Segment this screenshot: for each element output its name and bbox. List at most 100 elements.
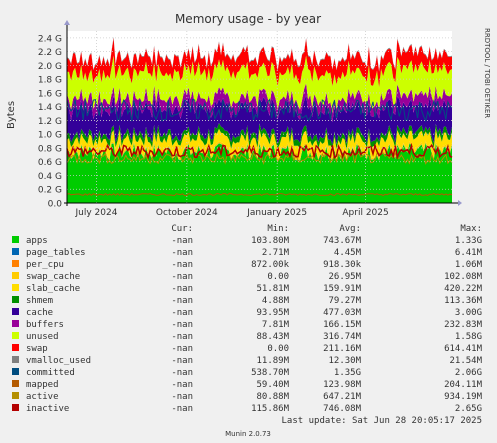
legend-avg: 123.98M xyxy=(323,380,362,390)
legend-cur: -nan xyxy=(171,320,193,330)
legend-name: mapped xyxy=(26,380,59,390)
legend-min: 538.70M xyxy=(251,368,290,378)
y-tick-label: 1.0 G xyxy=(38,131,62,141)
legend-row-shmem: shmem -nan 4.88M 79.27M 113.36M xyxy=(12,296,483,306)
legend-min: 115.86M xyxy=(251,404,290,414)
legend-max: 1.33G xyxy=(455,236,482,246)
series-lines xyxy=(66,98,453,197)
y-tick-label: 0.8 G xyxy=(38,144,62,154)
legend-header-max: Max: xyxy=(460,224,482,234)
legend-avg: 1.35G xyxy=(334,368,361,378)
legend-min: 2.71M xyxy=(262,248,290,258)
legend-max: 113.36M xyxy=(444,296,483,306)
legend-cur: -nan xyxy=(171,308,193,318)
legend-row-inactive: inactive -nan 115.86M 746.08M 2.65G xyxy=(12,404,482,414)
legend-avg: 316.74M xyxy=(323,332,362,342)
legend-min: 872.00k xyxy=(251,260,290,270)
legend-max: 2.65G xyxy=(455,404,482,414)
y-tick-label: 1.6 G xyxy=(38,89,62,99)
y-tick-label: 0.6 G xyxy=(38,158,62,168)
legend-swatch xyxy=(12,332,19,339)
legend-name: vmalloc_used xyxy=(26,356,91,366)
legend-cur: -nan xyxy=(171,356,193,366)
legend-swatch xyxy=(12,368,19,375)
legend-row-cache: cache -nan 93.95M 477.03M 3.00G xyxy=(12,308,482,318)
legend-swatch xyxy=(12,320,19,327)
legend-swatch xyxy=(12,344,19,351)
x-tick-label: July 2024 xyxy=(74,208,117,218)
legend-row-slab_cache: slab_cache -nan 51.81M 159.91M 420.22M xyxy=(12,284,483,294)
legend-name: apps xyxy=(26,236,48,246)
legend-avg: 159.91M xyxy=(323,284,362,294)
legend-cur: -nan xyxy=(171,272,193,282)
legend-avg: 4.45M xyxy=(334,248,362,258)
legend-cur: -nan xyxy=(171,296,193,306)
legend-row-buffers: buffers -nan 7.81M 166.15M 232.83M xyxy=(12,320,483,330)
y-ticks: 0.0 0.2 G 0.4 G 0.6 G 0.8 G 1.0 G 1.2 G 1.4 G 1.… xyxy=(38,34,62,209)
legend-max: 614.41M xyxy=(444,344,483,354)
legend-row-apps: apps -nan 103.80M 743.67M 1.33G xyxy=(12,236,482,246)
legend-row-page_tables: page_tables -nan 2.71M 4.45M 6.41M xyxy=(12,248,483,258)
legend-swatch xyxy=(12,260,19,267)
legend-name: active xyxy=(26,392,59,402)
legend-avg: 918.30k xyxy=(323,260,362,270)
area-slab_cache xyxy=(67,128,452,160)
legend-min: 0.00 xyxy=(267,272,289,282)
legend-cur: -nan xyxy=(171,344,193,354)
legend-avg: 166.15M xyxy=(323,320,362,330)
y-tick-label: 2.2 G xyxy=(38,48,62,58)
legend-row-swap: swap -nan 0.00 211.16M 614.41M xyxy=(12,344,483,354)
legend-max: 204.11M xyxy=(444,380,483,390)
legend-header-avg: Avg: xyxy=(339,224,361,234)
y-axis-label: Bytes xyxy=(6,101,17,129)
legend: apps -nan 103.80M 743.67M 1.33G page_tables -n… xyxy=(12,236,483,414)
legend-row-vmalloc_used: vmalloc_used -nan 11.89M 12.30M 21.54M xyxy=(12,356,483,366)
legend-row-per_cpu: per_cpu -nan 872.00k 918.30k 1.06M xyxy=(12,260,483,270)
legend-swatch xyxy=(12,296,19,303)
legend-cur: -nan xyxy=(171,284,193,294)
legend-avg: 743.67M xyxy=(323,236,362,246)
footer-version: Munin 2.0.73 xyxy=(225,430,271,438)
line-mapped xyxy=(66,192,453,197)
legend-max: 934.19M xyxy=(444,392,483,402)
legend-max: 21.54M xyxy=(449,356,482,366)
legend-name: cache xyxy=(26,308,53,318)
line-inactive xyxy=(66,142,453,160)
legend-swatch xyxy=(12,356,19,363)
legend-min: 80.88M xyxy=(256,392,289,402)
legend-cur: -nan xyxy=(171,392,193,402)
x-tick-label: October 2024 xyxy=(156,208,218,218)
area-unused xyxy=(67,55,452,113)
legend-avg: 647.21M xyxy=(323,392,362,402)
legend-name: unused xyxy=(26,332,59,342)
legend-avg: 26.95M xyxy=(328,272,361,282)
x-tick-label: January 2025 xyxy=(246,208,307,218)
legend-max: 3.00G xyxy=(455,308,482,318)
legend-min: 51.81M xyxy=(256,284,289,294)
legend-name: committed xyxy=(26,368,75,378)
legend-header: Cur: Min: Avg: Max: xyxy=(171,224,482,234)
y-tick-label: 0.2 G xyxy=(38,186,62,196)
legend-row-unused: unused -nan 88.43M 316.74M 1.58G xyxy=(12,332,482,342)
y-tick-label: 1.4 G xyxy=(38,103,62,113)
legend-max: 232.83M xyxy=(444,320,483,330)
legend-max: 1.58G xyxy=(455,332,482,342)
legend-swatch xyxy=(12,284,19,291)
y-tick-label: 0.0 xyxy=(48,200,63,210)
legend-max: 102.08M xyxy=(444,272,483,282)
legend-min: 4.88M xyxy=(262,296,290,306)
x-ticks: July 2024 October 2024 January 2025 April 2… xyxy=(74,208,388,218)
legend-name: buffers xyxy=(26,320,64,330)
grid-lines xyxy=(67,31,452,203)
legend-header-min: Min: xyxy=(267,224,289,234)
side-label: RRDTOOL / TOBI OETIKER xyxy=(483,28,491,118)
legend-min: 59.40M xyxy=(256,380,289,390)
legend-header-cur: Cur: xyxy=(171,224,193,234)
legend-min: 88.43M xyxy=(256,332,289,342)
legend-cur: -nan xyxy=(171,236,193,246)
legend-row-active: active -nan 80.88M 647.21M 934.19M xyxy=(12,392,483,402)
legend-swatch xyxy=(12,236,19,243)
legend-max: 420.22M xyxy=(444,284,483,294)
legend-name: swap xyxy=(26,344,48,354)
